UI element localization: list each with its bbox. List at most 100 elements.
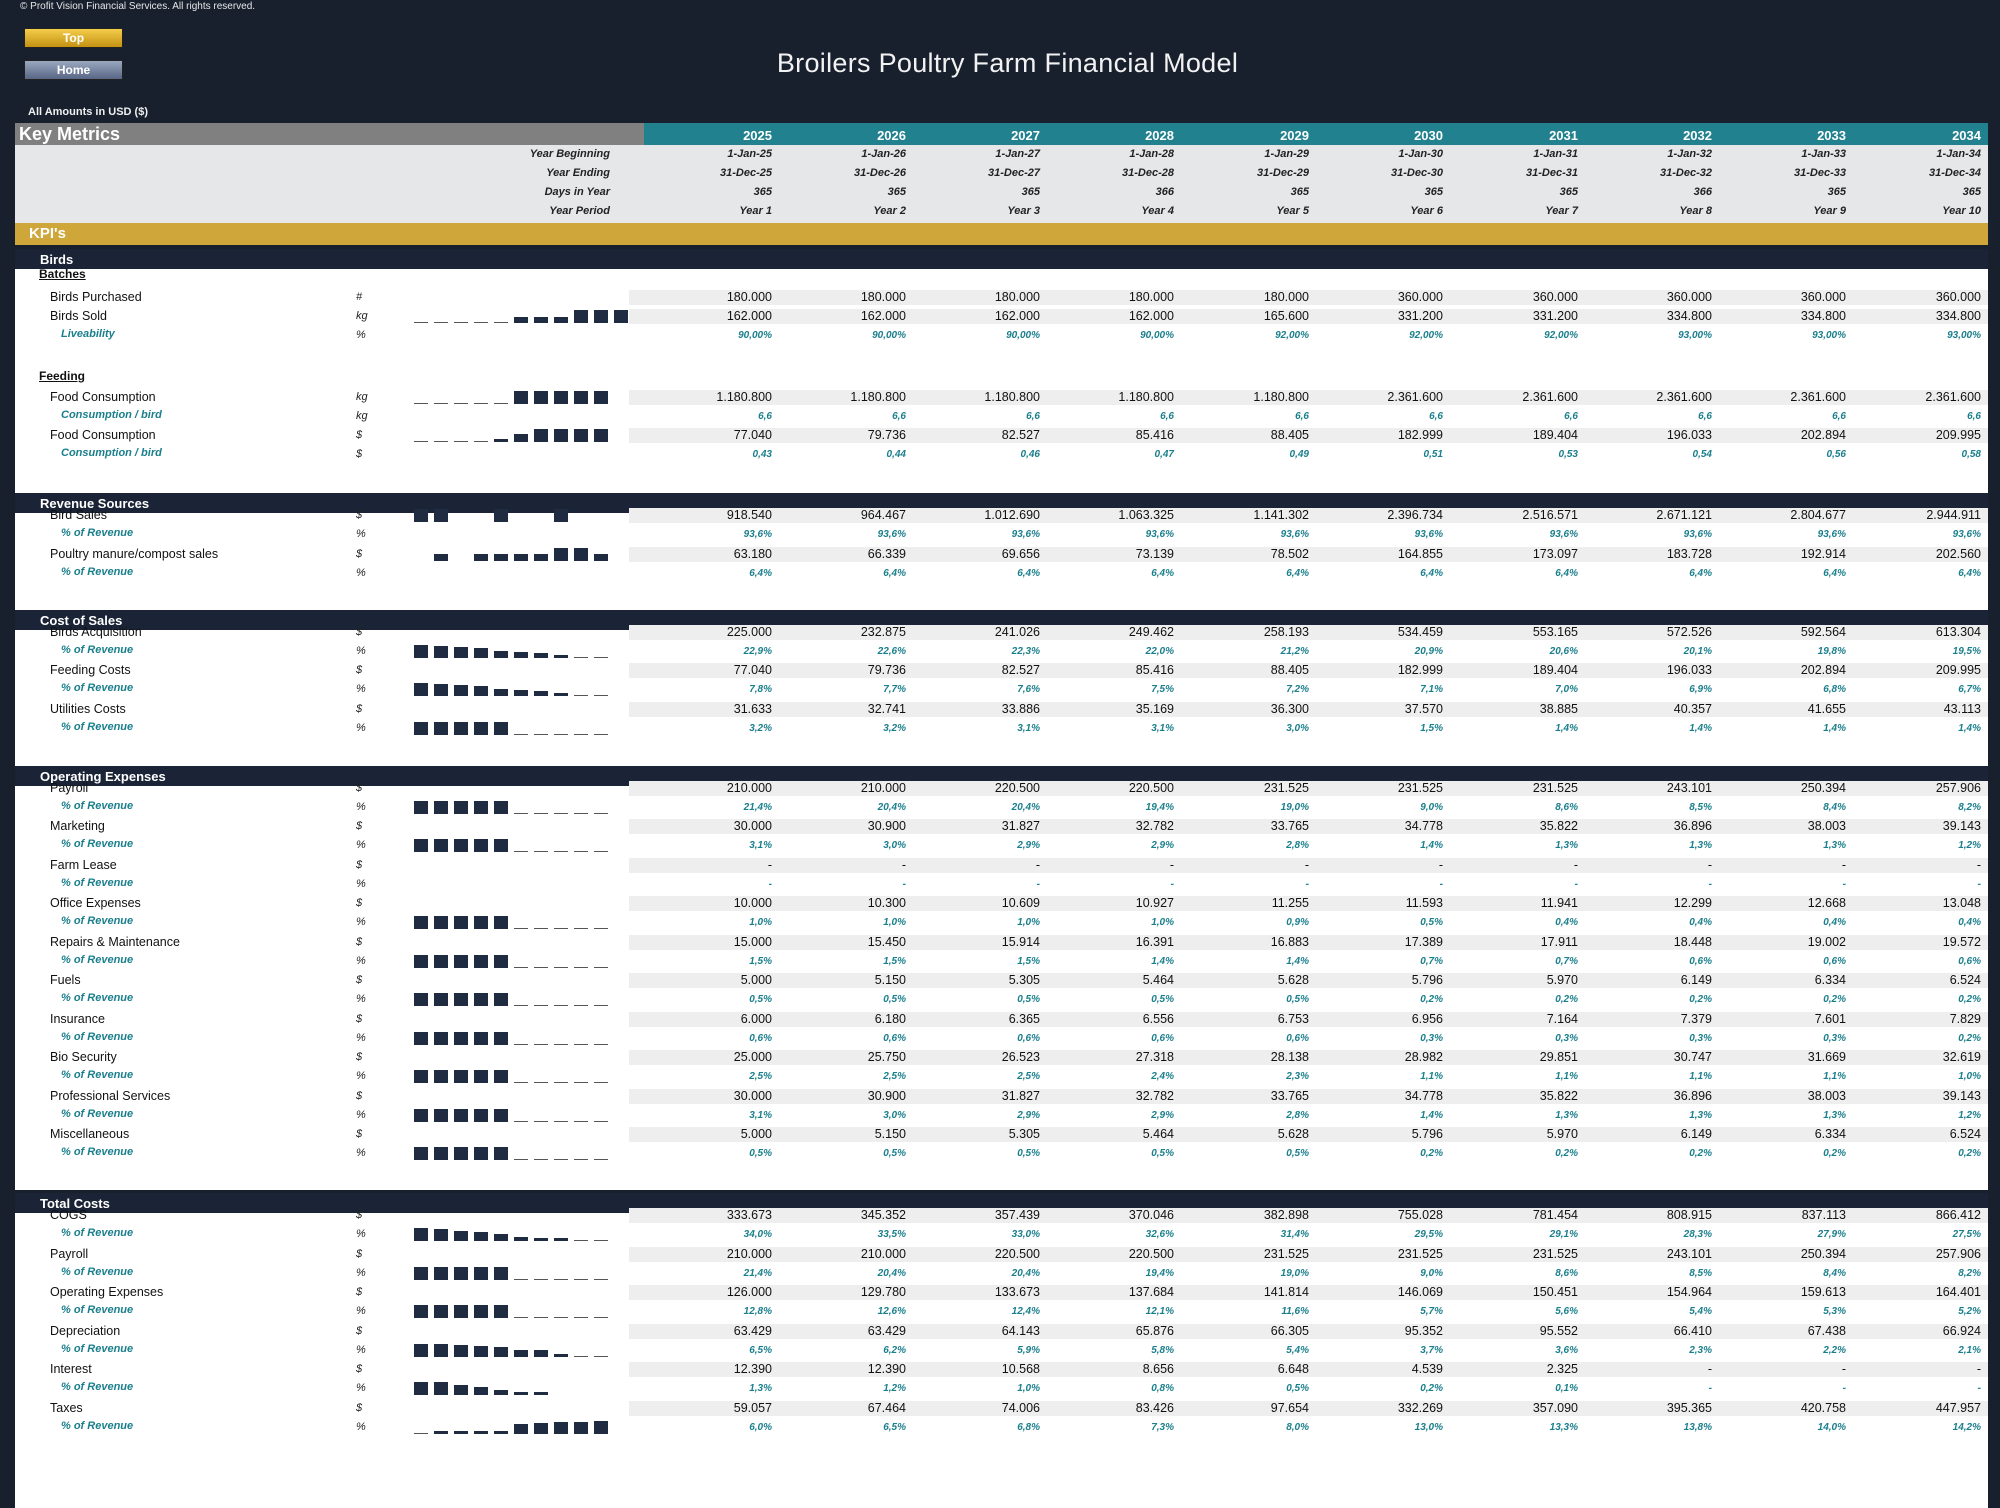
info-value: 31-Dec-26	[854, 167, 906, 179]
value-cell: 6,6	[1967, 411, 1981, 422]
sparkline-dash	[574, 1159, 588, 1160]
sparkline-bar	[414, 1070, 428, 1083]
unit-label: $	[356, 429, 363, 441]
sparkline-dash	[514, 1082, 528, 1083]
value-cell: 8,5%	[1689, 802, 1712, 813]
value-cell: 6,4%	[1017, 568, 1040, 579]
value-cell: -	[902, 879, 906, 890]
value-cell: 0,43	[752, 449, 772, 460]
sparkline-dash	[574, 1044, 588, 1045]
value-cell: 21,4%	[743, 802, 772, 813]
section-body	[15, 1213, 1988, 1508]
value-cell: 6,6	[1698, 411, 1712, 422]
sparkline	[414, 1381, 614, 1395]
value-cell: 18.448	[1673, 935, 1712, 949]
value-cell: 6,4%	[1420, 568, 1443, 579]
value-cell: 382.898	[1263, 1208, 1309, 1222]
value-cell: 2,8%	[1286, 840, 1309, 851]
value-cell: 11.941	[1540, 896, 1578, 910]
metric-label: Repairs & Maintenance	[50, 935, 180, 949]
value-cell: 95.352	[1404, 1324, 1443, 1338]
value-cell: 13,3%	[1549, 1422, 1578, 1433]
value-cell: 93,6%	[1549, 529, 1578, 540]
sparkline-dash	[414, 1433, 428, 1434]
ratio-label: % of Revenue	[61, 527, 134, 539]
value-cell: 250.394	[1800, 781, 1846, 795]
sparkline-bar	[414, 1267, 428, 1280]
value-row-bg	[629, 428, 1988, 443]
sparkline-bar	[454, 1109, 468, 1122]
unit-label: %	[356, 878, 366, 890]
sparkline-bar	[554, 429, 568, 442]
value-cell: 6.753	[1277, 1012, 1309, 1026]
value-row-bg	[629, 781, 1988, 796]
sparkline-dash	[594, 1044, 608, 1045]
info-value: 366	[1693, 186, 1712, 198]
value-cell: 243.101	[1666, 1247, 1712, 1261]
sparkline-dash	[454, 403, 468, 404]
unit-label: %	[356, 1267, 366, 1279]
unit-label: %	[356, 1421, 366, 1433]
sparkline-bar	[434, 1070, 448, 1083]
sparkline-dash	[414, 441, 428, 442]
value-cell: 6,4%	[883, 568, 906, 579]
info-label: Year Period	[549, 205, 610, 217]
value-cell: 64.143	[1001, 1324, 1040, 1338]
value-cell: 1,0%	[1151, 917, 1174, 928]
value-cell: 6,5%	[749, 1345, 772, 1356]
value-cell: 0,3%	[1823, 1033, 1846, 1044]
value-cell: 0,5%	[1151, 1148, 1174, 1159]
value-row-bg	[629, 290, 1988, 305]
sparkline-dash	[534, 1005, 548, 1006]
top-button[interactable]: Top	[24, 28, 123, 48]
value-cell: 210.000	[860, 1247, 906, 1261]
value-cell: -	[1304, 858, 1309, 872]
value-row-bg	[629, 973, 1988, 988]
ratio-label: Liveability	[61, 328, 115, 340]
value-cell: 93,6%	[877, 529, 906, 540]
sparkline-bar	[414, 916, 428, 929]
home-button[interactable]: Home	[24, 60, 123, 80]
sparkline-dash	[514, 851, 528, 852]
value-cell: 0,6%	[1689, 956, 1712, 967]
value-cell: 14,0%	[1817, 1422, 1846, 1433]
value-cell: 5.150	[874, 973, 906, 987]
value-cell: 32.619	[1942, 1050, 1981, 1064]
value-cell: 0,4%	[1823, 917, 1846, 928]
value-cell: 0,5%	[749, 994, 772, 1005]
value-cell: 20,4%	[877, 802, 906, 813]
sparkline-bar	[494, 993, 508, 1006]
sparkline-bar	[534, 1392, 548, 1395]
value-cell: 0,2%	[1420, 1383, 1443, 1394]
value-cell: 1,1%	[1555, 1071, 1578, 1082]
value-cell: 33.765	[1270, 1089, 1309, 1103]
sparkline-bar	[554, 548, 568, 561]
value-cell: 25.000	[733, 1050, 772, 1064]
sparkline-bar	[494, 1347, 508, 1357]
value-cell: 7,7%	[883, 684, 906, 695]
sparkline-dash	[474, 441, 488, 442]
value-cell: 1,0%	[749, 917, 772, 928]
unit-label: %	[356, 1228, 366, 1240]
unit-label: $	[356, 548, 363, 560]
sparkline-dash	[534, 928, 548, 929]
value-cell: -	[1573, 858, 1578, 872]
value-cell: 39.143	[1942, 819, 1981, 833]
info-value: 1-Jan-30	[1398, 148, 1443, 160]
value-cell: 19,4%	[1145, 802, 1174, 813]
value-cell: 1,5%	[749, 956, 772, 967]
value-cell: 0,53	[1558, 449, 1578, 460]
unit-label: $	[356, 1286, 363, 1298]
value-cell: 32.741	[867, 702, 906, 716]
sparkline-bar	[434, 684, 448, 696]
value-cell: 0,5%	[1017, 994, 1040, 1005]
value-cell: 5.796	[1411, 1127, 1443, 1141]
sparkline-dash	[494, 403, 508, 404]
value-cell: 19,8%	[1817, 646, 1846, 657]
value-cell: 210.000	[860, 781, 906, 795]
ratio-label: Consumption / bird	[61, 447, 162, 459]
value-cell: 7,3%	[1151, 1422, 1174, 1433]
value-cell: 22,0%	[1145, 646, 1174, 657]
value-row-bg	[629, 858, 1988, 873]
value-cell: 8,4%	[1823, 1268, 1846, 1279]
